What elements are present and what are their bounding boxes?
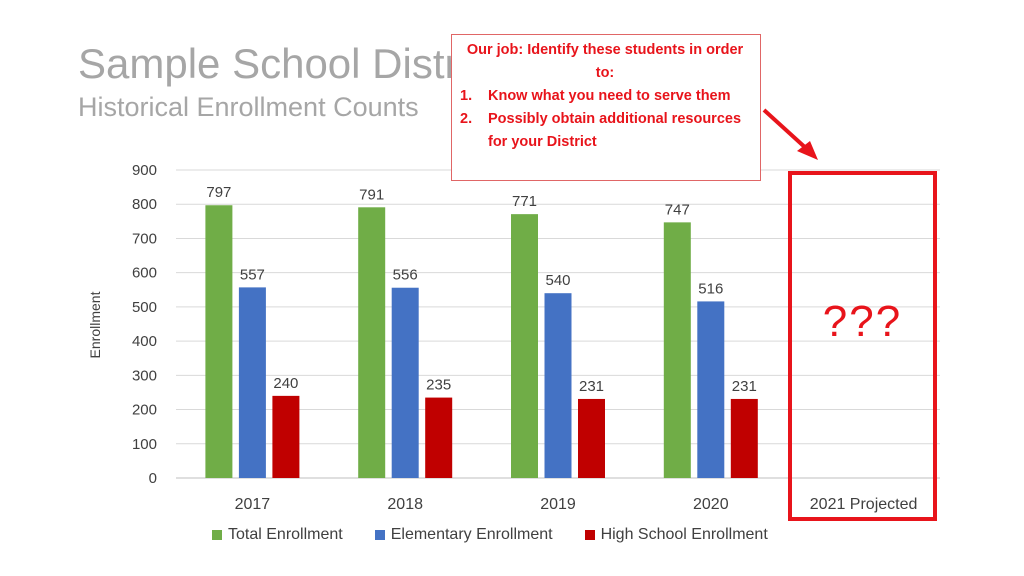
slide-title: Sample School District: [78, 40, 501, 87]
bar-high-school: [578, 398, 605, 478]
x-tick-label: 2018: [387, 496, 423, 513]
y-tick-label: 600: [132, 265, 157, 282]
callout-item: 2. Possibly obtain additional resources …: [460, 108, 750, 154]
callout-item: 1. Know what you need to serve them: [460, 85, 750, 108]
y-axis-label: Enrollment: [87, 291, 103, 358]
data-label: 557: [240, 266, 265, 283]
callout-item-number: 1.: [460, 88, 473, 104]
bars: [205, 205, 758, 478]
slide-subtitle: Historical Enrollment Counts: [78, 92, 419, 122]
data-label: 797: [206, 184, 231, 201]
y-tick-label: 400: [132, 333, 157, 350]
callout-item-text: Know what you need to serve them: [488, 88, 731, 104]
legend-swatch-elementary: [374, 530, 385, 540]
bar-elementary: [697, 301, 725, 478]
bar-total: [358, 207, 386, 478]
data-label: 791: [359, 186, 384, 203]
data-labels: 797 557 240 791 556 235 771 540 231 747 516 231: [206, 184, 756, 395]
bar-elementary: [544, 293, 572, 478]
legend-item-total: Total Enrollment: [212, 526, 343, 544]
data-label: 540: [545, 272, 570, 289]
x-tick-label: 2020: [693, 496, 729, 513]
y-tick-label: 200: [132, 402, 157, 419]
legend-item-elementary: Elementary Enrollment: [374, 526, 553, 544]
bar-high-school: [425, 397, 453, 478]
x-axis-ticks: 2017 2018 2019 2020 2021 Projected: [235, 496, 918, 513]
y-tick-label: 700: [132, 230, 157, 247]
legend-item-high-school: High School Enrollment: [584, 526, 768, 544]
bar-elementary: [238, 287, 266, 478]
bar-elementary: [391, 287, 419, 478]
data-label: 771: [512, 193, 537, 210]
data-label: 231: [732, 378, 757, 395]
y-tick-label: 900: [132, 162, 157, 179]
callout-title: Our job: Identify these students in orde…: [466, 42, 744, 81]
callout-box: Our job: Identify these students in orde…: [451, 34, 761, 181]
y-axis-ticks: 0 100 200 300 400 500 600 700 800 900: [132, 162, 157, 487]
y-tick-label: 800: [132, 196, 157, 213]
bar-high-school: [272, 395, 300, 478]
callout-arrow: [762, 108, 818, 160]
x-tick-label: 2021 Projected: [810, 496, 918, 513]
y-tick-label: 500: [132, 299, 157, 316]
data-label: 231: [579, 378, 604, 395]
x-tick-label: 2019: [540, 496, 576, 513]
bar-total: [511, 214, 538, 478]
data-label: 747: [665, 201, 690, 218]
data-label: 235: [426, 377, 451, 394]
projected-unknown-marker: ???: [822, 297, 903, 346]
data-label: 516: [698, 280, 723, 297]
legend-label-elementary: Elementary Enrollment: [390, 526, 553, 543]
bar-total: [205, 205, 233, 478]
bar-high-school: [730, 398, 758, 478]
bar-total: [663, 222, 691, 478]
legend-label-high-school: High School Enrollment: [600, 526, 768, 543]
y-tick-label: 0: [149, 470, 157, 487]
data-label: 240: [273, 375, 298, 392]
legend-label-total: Total Enrollment: [228, 526, 343, 543]
data-label: 556: [393, 267, 418, 284]
callout-list: 1. Know what you need to serve them 2. P…: [460, 85, 750, 154]
y-tick-label: 100: [132, 436, 157, 453]
chart-legend: Total Enrollment Elementary Enrollment H…: [212, 526, 768, 544]
x-tick-label: 2017: [235, 496, 271, 513]
callout-item-number: 2.: [460, 111, 473, 127]
legend-swatch-high-school: [584, 530, 595, 540]
projected-highlight-box: ???: [788, 171, 937, 521]
legend-swatch-total: [212, 530, 222, 540]
y-tick-label: 300: [132, 367, 157, 384]
callout-item-text: Possibly obtain additional resources for…: [488, 111, 742, 150]
